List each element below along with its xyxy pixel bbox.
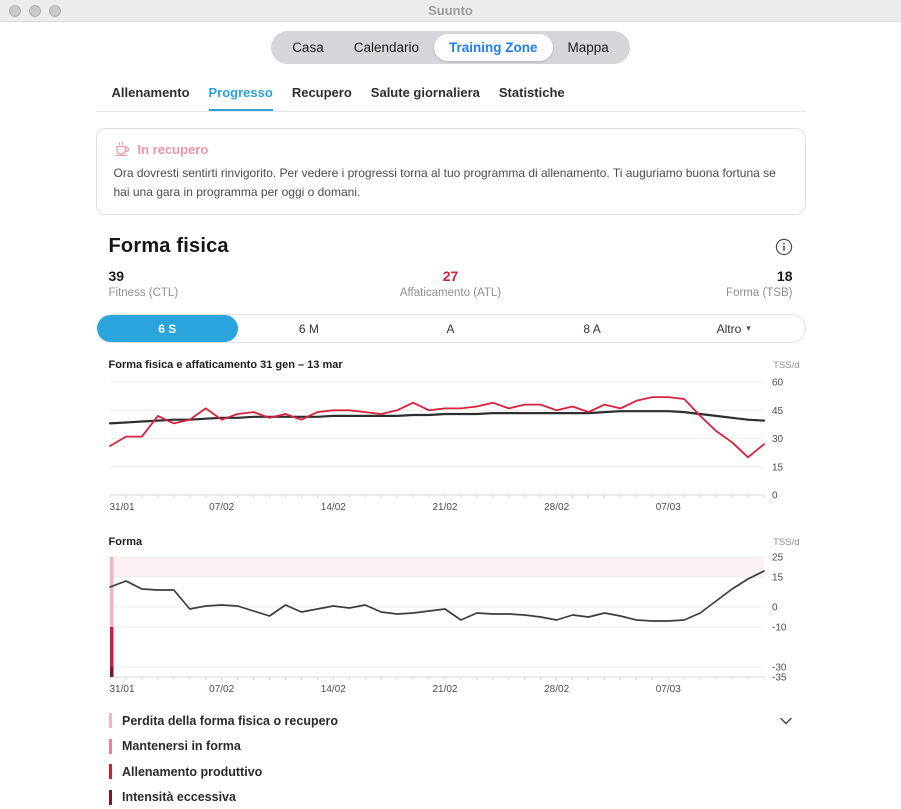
svg-text:25: 25 <box>772 553 784 564</box>
fitness-fatigue-chart[interactable]: 0 15 30 45 60 31/01 07/02 14/02 21/02 28/02 07/03 <box>96 374 806 516</box>
form-chart-block: Forma TSS/d -35 -30 -10 0 15 25 31/01 07/02 14/0… <box>96 536 806 701</box>
stat-value: 18 <box>776 268 793 285</box>
recovery-status-card: In recupero Ora dovresti sentirti rinvig… <box>95 128 806 216</box>
svg-text:30: 30 <box>772 434 784 445</box>
chevron-down-icon: ▾ <box>746 323 751 334</box>
range-option-label: 6 M <box>298 321 319 336</box>
legend-item-mantenersi-in-forma: Mantenersi in forma <box>108 738 793 754</box>
svg-text:28/02: 28/02 <box>544 684 569 695</box>
svg-text:07/03: 07/03 <box>655 684 680 695</box>
range-option-a[interactable]: A <box>380 315 522 342</box>
stat-label: Affaticamento (ATL) <box>399 287 502 300</box>
window-titlebar: Suunto <box>0 0 901 22</box>
svg-text:15: 15 <box>772 573 784 584</box>
stat-forma-tsb: 18 Forma (TSB) <box>565 268 793 300</box>
tab-recupero[interactable]: Recupero <box>291 85 352 100</box>
stat-fitness-ctl: 39 Fitness (CTL) <box>109 268 337 299</box>
svg-text:14/02: 14/02 <box>320 502 345 513</box>
legend-label: Allenamento produttivo <box>122 764 263 779</box>
recovery-card-title: In recupero <box>137 141 209 157</box>
info-icon[interactable] <box>775 238 793 256</box>
legend-label: Mantenersi in forma <box>122 739 241 754</box>
svg-text:14/02: 14/02 <box>320 684 345 695</box>
svg-text:45: 45 <box>772 406 784 417</box>
legend-color-bar <box>108 713 112 729</box>
legend-color-bar <box>108 789 112 805</box>
svg-text:21/02: 21/02 <box>432 684 457 695</box>
nav-item-mappa[interactable]: Mappa <box>567 40 609 55</box>
svg-text:28/02: 28/02 <box>544 502 569 513</box>
range-option-label: 6 S <box>158 321 177 336</box>
svg-text:07/03: 07/03 <box>655 502 680 513</box>
stat-affaticamento-atl: 27 Affaticamento (ATL) <box>337 268 565 299</box>
legend-item-intensit-eccessiva: Intensità eccessiva <box>108 789 793 805</box>
stat-label: Forma (TSB) <box>726 287 793 300</box>
page-title: Forma fisica <box>108 235 229 258</box>
svg-text:-30: -30 <box>772 663 787 674</box>
form-chart[interactable]: -35-30 -10 0 15 25 31/01 07/02 14/02 21/02 28/02 0… <box>96 551 806 701</box>
svg-text:-35: -35 <box>772 673 787 684</box>
close-window-button[interactable] <box>9 4 21 17</box>
svg-text:15: 15 <box>772 462 784 473</box>
range-option-label: 8 A <box>583 321 601 336</box>
legend-color-bar <box>108 764 112 780</box>
stat-label: Fitness (CTL) <box>108 287 179 300</box>
nav-item-calendario[interactable]: Calendario <box>353 40 419 55</box>
stat-value: 27 <box>442 268 459 285</box>
form-zones-legend: Perdita della forma fisica o recupero Man… <box>96 713 806 805</box>
svg-text:0: 0 <box>772 491 778 502</box>
svg-text:31/01: 31/01 <box>109 502 134 513</box>
stat-value: 39 <box>108 268 125 285</box>
primary-nav: Casa Calendario Training Zone Mappa <box>271 31 630 64</box>
chart-title: Forma <box>108 536 143 549</box>
svg-text:07/02: 07/02 <box>209 502 234 513</box>
range-option-6-m[interactable]: 6 M <box>238 315 380 342</box>
chart-title: Forma fisica e affaticamento 31 gen – 13… <box>108 359 343 372</box>
coffee-cup-icon <box>114 141 131 157</box>
chart-unit-label: TSS/d <box>773 360 800 372</box>
minimize-window-button[interactable] <box>29 4 41 17</box>
svg-text:21/02: 21/02 <box>432 502 457 513</box>
tab-allenamento[interactable]: Allenamento <box>111 85 190 100</box>
tab-progresso[interactable]: Progresso <box>208 85 273 111</box>
nav-item-casa[interactable]: Casa <box>292 40 324 55</box>
range-option-8-a[interactable]: 8 A <box>521 315 663 342</box>
fitness-stats: 39 Fitness (CTL) 27 Affaticamento (ATL) 18 Fo… <box>96 268 806 299</box>
svg-text:31/01: 31/01 <box>109 684 134 695</box>
legend-color-bar <box>108 738 112 754</box>
nav-item-training-zone[interactable]: Training Zone <box>434 34 553 61</box>
svg-text:0: 0 <box>772 603 778 614</box>
svg-text:60: 60 <box>772 378 784 389</box>
tab-salute-giornaliera[interactable]: Salute giornaliera <box>370 85 480 100</box>
range-option-label: A <box>446 321 455 336</box>
legend-label: Perdita della forma fisica o recupero <box>122 713 339 728</box>
window-title: Suunto <box>428 3 473 18</box>
legend-item-allenamento-produttivo: Allenamento produttivo <box>108 764 793 780</box>
traffic-lights <box>9 4 61 17</box>
secondary-tabs: Allenamento Progresso Recupero Salute giorn… <box>95 85 806 112</box>
legend-label: Intensità eccessiva <box>122 790 236 805</box>
svg-text:07/02: 07/02 <box>209 684 234 695</box>
recovery-card-body: Ora dovresti sentirti rinvigorito. Per v… <box>113 166 776 199</box>
range-option-label: Altro <box>716 321 742 336</box>
range-option-6-s[interactable]: 6 S <box>96 315 239 343</box>
legend-item-perdita-della-forma-fisica-o-recupero[interactable]: Perdita della forma fisica o recupero <box>108 713 793 729</box>
tab-statistiche[interactable]: Statistiche <box>498 85 565 100</box>
time-range-selector: 6 S 6 M A 8 A Altro ▾ <box>95 314 806 344</box>
chart-unit-label: TSS/d <box>773 537 800 549</box>
chevron-down-icon[interactable] <box>779 716 793 726</box>
svg-text:-10: -10 <box>772 623 787 634</box>
range-option-altro[interactable]: Altro ▾ <box>663 315 805 342</box>
fitness-fatigue-chart-block: Forma fisica e affaticamento 31 gen – 13… <box>96 359 806 516</box>
zoom-window-button[interactable] <box>49 4 61 17</box>
